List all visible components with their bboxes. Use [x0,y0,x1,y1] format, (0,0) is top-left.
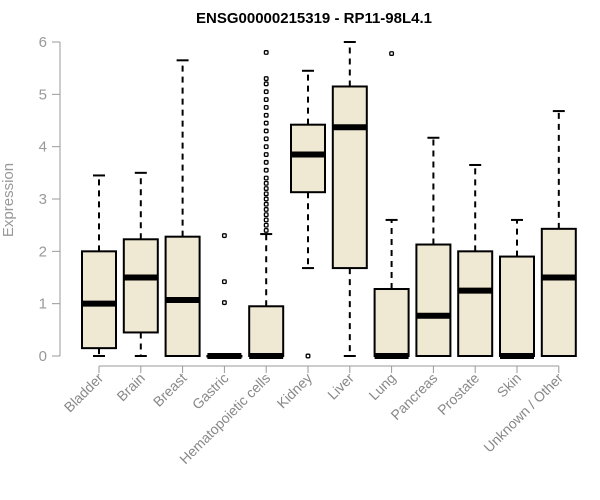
outlier-point [263,222,269,228]
outlier-point [263,212,269,218]
box-lung [373,51,410,359]
outlier-point [263,120,269,126]
outlier-point [263,144,269,150]
outlier-point [263,167,269,173]
outlier-point [263,81,269,87]
box-brain [122,171,159,357]
y-tick-label: 4 [39,139,47,156]
x-tick-label: Prostate [434,370,482,418]
outlier-point [263,50,269,55]
y-tick-label: 6 [39,34,47,51]
outlier-point [221,233,227,239]
chart-title: ENSG00000215319 - RP11-98L4.1 [196,10,432,27]
x-tick-label: Lung [365,370,398,403]
box-liver [331,41,368,357]
outlier-point [263,104,269,110]
box-gastric [206,233,243,359]
iqr-box [248,305,285,357]
outlier-point [305,353,311,359]
x-tick-label: Breast [150,370,190,410]
y-axis: 0 1 2 3 4 5 6 [39,34,61,365]
iqr-box [164,235,201,357]
outlier-point [263,97,269,103]
y-tick-label: 2 [39,243,47,260]
iqr-box [290,123,326,194]
outlier-point [263,89,269,95]
outlier-point [263,186,269,191]
box-pancreas [415,136,452,357]
box-unknown-other [540,110,577,357]
box-bladder [81,174,117,357]
x-tick-label: Unknown / Other [480,370,566,456]
iqr-box [331,85,368,270]
iqr-box [373,288,410,357]
y-axis-label: Expression [0,163,17,237]
box-kidney [290,69,326,359]
outlier-point [263,128,269,134]
x-tick-label: Liver [324,370,357,403]
iqr-box [415,243,452,357]
outlier-point [263,180,269,186]
outlier-point [263,217,269,223]
iqr-box [457,250,494,357]
y-tick-label: 1 [39,296,47,313]
y-tick-label: 3 [39,191,47,208]
iqr-box [540,227,577,357]
box-prostate [457,163,494,357]
outlier-point [263,175,269,181]
outlier-point [263,227,269,233]
iqr-box [122,238,159,334]
y-tick-label: 5 [39,86,47,103]
outlier-point [263,136,269,142]
boxes-group [81,41,577,359]
outlier-point [263,196,269,202]
outlier-point [263,159,269,165]
iqr-box [81,250,117,350]
outlier-point [263,191,269,197]
x-tick-label: Bladder [61,370,107,416]
outlier-point [263,152,269,157]
x-tick-label: Skin [494,370,525,401]
outlier-point [263,201,269,207]
outlier-point [221,279,227,285]
x-tick-label: Brain [113,370,147,404]
box-skin [499,218,535,359]
box-breast [164,59,201,357]
outlier-point [263,207,269,212]
outlier-point [263,76,269,82]
x-tick-label: Kidney [274,370,316,412]
iqr-box [499,255,535,358]
box-hematopoietic-cells [248,50,285,359]
outlier-point [389,51,395,56]
outlier-point [221,300,227,306]
outlier-point [263,112,269,118]
y-tick-label: 0 [39,348,47,365]
